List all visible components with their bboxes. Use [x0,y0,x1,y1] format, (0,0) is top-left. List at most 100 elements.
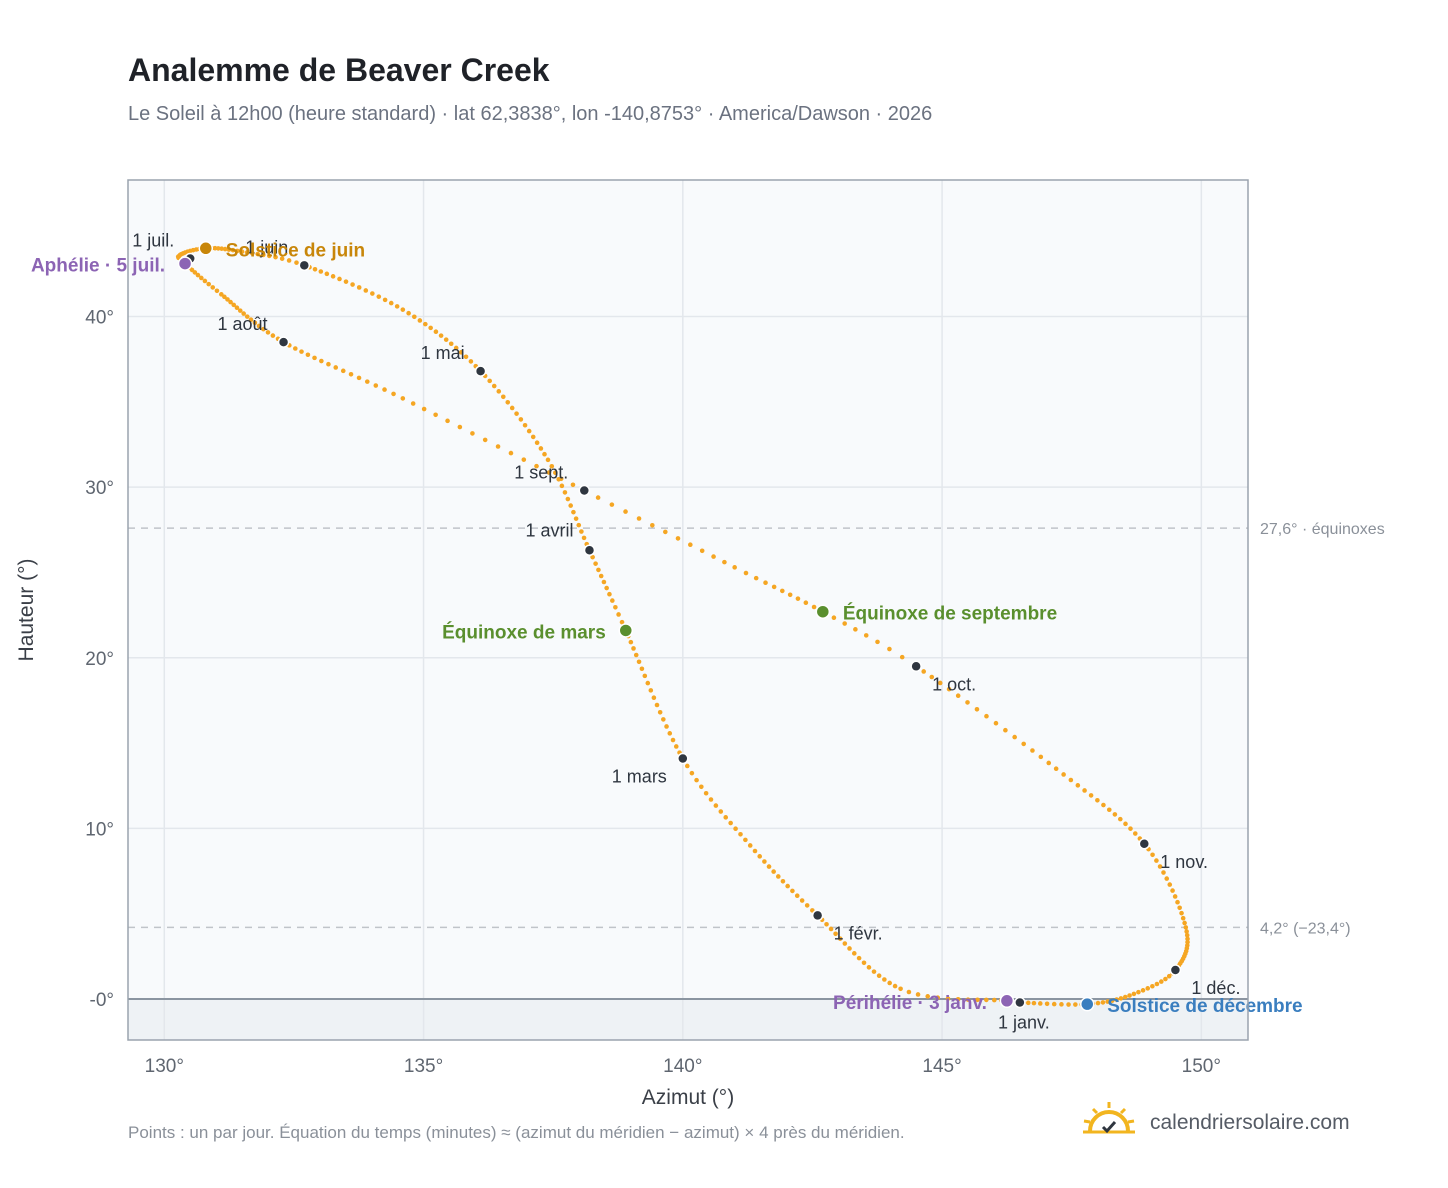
month-marker [474,365,487,377]
daily-sun-position [305,352,311,358]
daily-sun-position [847,946,852,951]
daily-sun-position [743,837,748,843]
daily-sun-position [573,516,579,521]
daily-sun-position [723,815,729,820]
daily-sun-position [226,247,232,252]
daily-sun-position [1075,783,1081,788]
month-marker [1138,838,1151,850]
daily-sun-position [1003,727,1008,733]
daily-sun-position [1095,797,1100,803]
daily-sun-position [505,400,511,405]
month-marker [677,752,689,765]
daily-sun-position [496,389,502,394]
daily-sun-position [955,693,961,698]
daily-sun-position [915,992,921,997]
daily-sun-position [376,294,382,299]
daily-sun-position [1180,915,1186,921]
daily-sun-position [596,567,601,573]
daily-sun-position [463,354,469,360]
daily-sun-position [636,659,642,665]
daily-sun-position [728,820,733,826]
daily-sun-position [445,418,450,424]
daily-sun-position [433,329,439,335]
daily-sun-position [762,859,767,864]
daily-sun-position [946,686,952,692]
daily-sun-position [718,809,724,814]
daily-sun-position [1159,979,1164,984]
daily-sun-position [1170,888,1175,893]
event-label: Équinoxe de mars [442,621,606,643]
daily-sun-position [851,951,857,956]
y-tick-label: -0° [90,990,115,1011]
daily-sun-position [324,271,330,277]
event-label: Aphélie · 5 juil. [31,256,165,277]
daily-sun-position [294,260,299,265]
x-tick-label: 130° [145,1056,184,1077]
daily-sun-position [579,529,584,534]
daily-sun-position [1184,929,1189,934]
daily-sun-position [1025,1000,1031,1006]
daily-sun-position [340,368,346,374]
event-marker [999,993,1015,1009]
daily-sun-position [256,323,262,329]
daily-sun-position [628,639,634,645]
daily-sun-position [244,250,250,255]
month-label: 1 déc. [1191,978,1240,998]
daily-sun-position [571,509,576,515]
x-tick-label: 145° [922,1056,961,1077]
daily-sun-position [595,495,601,500]
daily-sun-position [763,580,768,586]
daily-sun-position [974,706,980,712]
daily-sun-position [562,490,568,495]
daily-sun-position [553,470,558,476]
daily-sun-position [558,476,564,482]
daily-sun-position [330,274,336,279]
daily-sun-position [871,969,877,974]
daily-sun-position [406,310,411,316]
daily-sun-position [1150,983,1155,989]
daily-sun-position [747,843,753,848]
daily-sun-position [549,463,555,469]
daily-sun-position [423,321,428,327]
daily-sun-position [639,666,645,672]
daily-sun-position [1059,1002,1064,1007]
page-subtitle: Le Soleil à 12h00 (heure standard) · lat… [128,103,933,125]
daily-sun-position [785,883,790,889]
daily-sun-position [780,879,786,884]
daily-sun-position [663,529,668,535]
daily-sun-position [657,709,663,715]
daily-sun-position [417,318,423,323]
daily-sun-position [261,326,266,332]
daily-sun-position [273,254,278,260]
daily-sun-position [400,396,406,401]
month-marker [1014,996,1026,1009]
daily-sun-position [559,483,565,489]
page-title: Analemme de Beaver Creek [128,52,550,88]
daily-sun-position [799,898,805,903]
daily-sun-position [673,744,679,749]
daily-sun-position [771,869,776,874]
daily-sun-position [326,361,331,367]
month-label: 1 mai [421,343,465,363]
daily-sun-position [887,646,892,652]
daily-sun-position [645,680,651,686]
event-marker [177,256,193,271]
daily-sun-position [363,288,369,293]
daily-sun-position [833,931,838,937]
daily-sun-position [225,297,230,302]
daily-sun-position [249,250,255,256]
daily-sun-position [1136,989,1141,995]
daily-sun-position [945,996,951,1001]
daily-sun-position [661,717,666,722]
daily-sun-position [1038,754,1044,760]
daily-sun-position [231,302,237,308]
daily-sun-position [651,695,657,700]
daily-sun-position [192,270,198,275]
daily-sun-position [509,405,515,411]
daily-sun-position [688,542,693,548]
daily-sun-position [689,770,695,776]
daily-sun-position [261,252,266,258]
footnote: Points : un par jour. Équation du temps … [128,1123,905,1142]
month-markers: 1 janv. 1 févr. 1 mars 1 avril 1 mai 1 juin 1 … [132,230,1240,1032]
month-label: 1 juin [245,237,288,257]
